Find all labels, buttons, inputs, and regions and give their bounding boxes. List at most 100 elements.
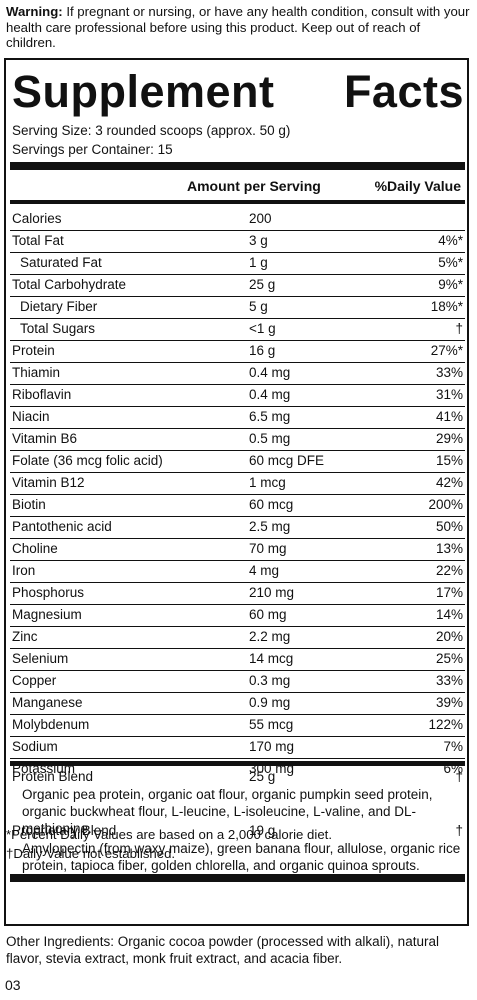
nutrient-rows: Calories 200 Total Fat 3 g 4%* Saturated Fat 1… xyxy=(10,209,465,780)
nutrient-row: Sodium 170 mg 7% xyxy=(10,737,465,759)
nutrient-daily-value: 17% xyxy=(435,585,463,600)
supplement-facts-panel: Supplement Facts Serving Size: 3 rounded… xyxy=(4,58,469,926)
nutrient-daily-value: 9%* xyxy=(438,277,463,292)
blend-ingredients: Amylopectin (from waxy maize), green ban… xyxy=(22,841,461,873)
nutrient-daily-value: 39% xyxy=(435,695,463,710)
nutrient-name: Total Sugars xyxy=(20,321,96,336)
nutrient-name: Choline xyxy=(12,541,58,556)
nutrient-name: Molybdenum xyxy=(12,717,90,732)
nutrient-amount: 1 mcg xyxy=(249,475,286,490)
nutrient-row: Total Fat 3 g 4%* xyxy=(10,231,465,253)
protein-blend: Protein Blend 25 g † Organic pea protein… xyxy=(10,767,465,837)
nutrient-amount: 14 mcg xyxy=(249,651,294,666)
nutrient-amount: <1 g xyxy=(249,321,276,336)
nutrient-name: Calories xyxy=(12,211,62,226)
divider-footer xyxy=(10,874,465,882)
nutrient-amount: 0.9 mg xyxy=(249,695,291,710)
nutrient-daily-value: 25% xyxy=(435,651,463,666)
nutrient-row: Thiamin 0.4 mg 33% xyxy=(10,363,465,385)
servings-per-container: Servings per Container: 15 xyxy=(12,142,173,157)
nutrient-daily-value: 122% xyxy=(428,717,463,732)
nutrient-daily-value: 42% xyxy=(435,475,463,490)
nutrient-name: Iron xyxy=(12,563,36,578)
nutrient-name: Dietary Fiber xyxy=(20,299,98,314)
nutrient-amount: 55 mcg xyxy=(249,717,294,732)
nutrient-daily-value: 200% xyxy=(428,497,463,512)
nutrient-daily-value: 27%* xyxy=(430,343,463,358)
nutrient-daily-value: 14% xyxy=(435,607,463,622)
nutrient-name: Total Fat xyxy=(12,233,64,248)
nutrient-amount: 200 xyxy=(249,211,272,226)
footnote-daily-values: *Percent Daily Values are based on a 2,0… xyxy=(6,827,332,842)
nutrient-row: Folate (36 mcg folic acid) 60 mcg DFE 15% xyxy=(10,451,465,473)
nutrient-name: Sodium xyxy=(12,739,58,754)
blend-name: Proprietary Blend xyxy=(12,823,117,838)
nutrient-daily-value: 18%* xyxy=(430,299,463,314)
nutrient-name: Thiamin xyxy=(12,365,61,380)
nutrient-row: Pantothenic acid 2.5 mg 50% xyxy=(10,517,465,539)
nutrient-daily-value: 33% xyxy=(435,673,463,688)
nutrient-daily-value: 15% xyxy=(435,453,463,468)
nutrient-amount: 60 mg xyxy=(249,607,287,622)
nutrient-daily-value: 4%* xyxy=(438,233,463,248)
nutrient-row: Phosphorus 210 mg 17% xyxy=(10,583,465,605)
nutrient-row: Dietary Fiber 5 g 18%* xyxy=(10,297,465,319)
nutrient-daily-value: 33% xyxy=(435,365,463,380)
nutrient-name: Vitamin B6 xyxy=(12,431,78,446)
nutrient-amount: 5 g xyxy=(249,299,268,314)
nutrient-daily-value: 31% xyxy=(435,387,463,402)
nutrient-row: Iron 4 mg 22% xyxy=(10,561,465,583)
proprietary-blend: Proprietary Blend 19 g † Amylopectin (fr… xyxy=(10,821,465,874)
nutrient-row: Niacin 6.5 mg 41% xyxy=(10,407,465,429)
nutrient-row: Riboflavin 0.4 mg 31% xyxy=(10,385,465,407)
blend-ingredients: Organic pea protein, organic oat flour, … xyxy=(22,787,433,836)
nutrient-row: Selenium 14 mcg 25% xyxy=(10,649,465,671)
daily-value-header: %Daily Value xyxy=(374,178,461,194)
divider-blend xyxy=(10,761,465,766)
nutrient-amount: 0.3 mg xyxy=(249,673,291,688)
nutrient-row: Protein 16 g 27%* xyxy=(10,341,465,363)
serving-size: Serving Size: 3 rounded scoops (approx. … xyxy=(12,123,291,138)
nutrient-row: Magnesium 60 mg 14% xyxy=(10,605,465,627)
warning-text: Warning: If pregnant or nursing, or have… xyxy=(6,4,472,51)
nutrient-daily-value: 41% xyxy=(435,409,463,424)
nutrient-amount: 0.4 mg xyxy=(249,387,291,402)
nutrient-daily-value: 50% xyxy=(435,519,463,534)
nutrient-row: Zinc 2.2 mg 20% xyxy=(10,627,465,649)
title-word-2: Facts xyxy=(343,66,464,117)
divider-thick xyxy=(10,162,465,170)
nutrient-name: Magnesium xyxy=(12,607,82,622)
nutrient-row: Vitamin B12 1 mcg 42% xyxy=(10,473,465,495)
lot-code: 03 xyxy=(5,977,21,993)
nutrient-amount: 70 mg xyxy=(249,541,287,556)
nutrient-amount: 0.5 mg xyxy=(249,431,291,446)
divider-medium xyxy=(10,200,465,204)
nutrient-amount: 25 g xyxy=(249,277,276,292)
nutrient-row: Total Carbohydrate 25 g 9%* xyxy=(10,275,465,297)
nutrient-name: Phosphorus xyxy=(12,585,85,600)
amount-header: Amount per Serving xyxy=(187,178,321,194)
nutrient-name: Saturated Fat xyxy=(20,255,102,270)
nutrient-daily-value: 13% xyxy=(435,541,463,556)
nutrient-daily-value: 22% xyxy=(435,563,463,578)
nutrient-name: Selenium xyxy=(12,651,69,666)
nutrient-name: Zinc xyxy=(12,629,38,644)
nutrient-name: Folate (36 mcg folic acid) xyxy=(12,453,163,468)
nutrient-name: Biotin xyxy=(12,497,46,512)
title-word-1: Supplement xyxy=(12,66,275,117)
nutrient-name: Manganese xyxy=(12,695,83,710)
nutrient-daily-value: 7% xyxy=(443,739,463,754)
nutrient-amount: 210 mg xyxy=(249,585,295,600)
nutrient-amount: 4 mg xyxy=(249,563,280,578)
nutrient-row: Calories 200 xyxy=(10,209,465,231)
other-ingredients: Other Ingredients: Organic cocoa powder … xyxy=(6,934,439,966)
nutrient-amount: 1 g xyxy=(249,255,268,270)
nutrient-row: Choline 70 mg 13% xyxy=(10,539,465,561)
nutrient-amount: 2.5 mg xyxy=(249,519,291,534)
nutrient-daily-value: 20% xyxy=(435,629,463,644)
blend-daily-value: † xyxy=(455,823,463,838)
nutrient-row: Vitamin B6 0.5 mg 29% xyxy=(10,429,465,451)
nutrient-row: Biotin 60 mcg 200% xyxy=(10,495,465,517)
nutrient-amount: 2.2 mg xyxy=(249,629,291,644)
nutrient-amount: 6.5 mg xyxy=(249,409,291,424)
